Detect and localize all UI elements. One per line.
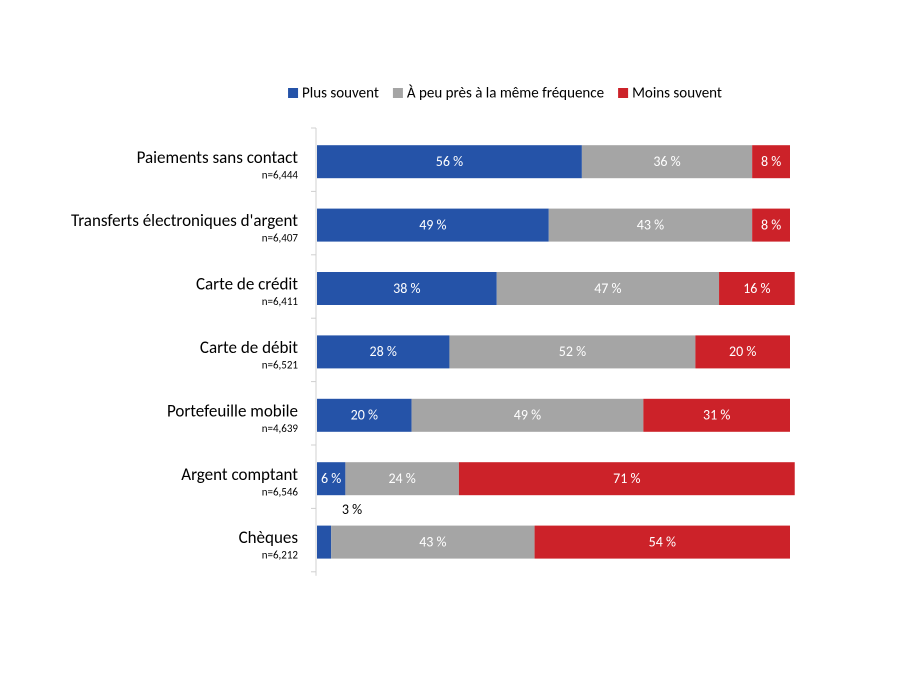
legend-swatch xyxy=(288,88,299,98)
legend-label: Moins souvent xyxy=(632,85,722,103)
value-label: 31 % xyxy=(703,407,730,424)
sample-size: n=6,444 xyxy=(262,168,299,181)
bar-segment xyxy=(695,335,790,369)
bar-segment xyxy=(411,398,644,432)
value-label: 20 % xyxy=(351,407,378,424)
bar-segment xyxy=(317,145,582,179)
value-label: 6 % xyxy=(321,470,341,487)
value-label: 52 % xyxy=(559,343,586,360)
value-label: 43 % xyxy=(419,533,446,550)
bar-segment xyxy=(331,525,535,559)
value-label: 56 % xyxy=(436,153,463,170)
sample-size: n=6,546 xyxy=(262,485,299,498)
sample-size: n=6,212 xyxy=(262,549,299,562)
category-label: Paiements sans contact xyxy=(137,147,299,168)
bar-segment xyxy=(449,335,696,369)
legend-swatch xyxy=(392,88,403,98)
bar-segment xyxy=(752,208,790,242)
bar-segment xyxy=(458,462,795,496)
bar-segment xyxy=(534,525,790,559)
bar-segment xyxy=(317,462,346,496)
bar-segment xyxy=(752,145,790,179)
legend-swatch xyxy=(618,88,629,98)
legend-label: Plus souvent xyxy=(302,85,379,103)
sample-size: n=4,639 xyxy=(262,422,299,435)
bar-segment xyxy=(581,145,753,179)
value-label: 54 % xyxy=(649,533,676,550)
sample-size: n=6,521 xyxy=(262,359,299,372)
category-label: Transferts électroniques d'argent xyxy=(71,210,298,231)
value-label: 36 % xyxy=(653,153,680,170)
bar-segment xyxy=(317,525,332,559)
value-label: 49 % xyxy=(514,407,541,424)
value-label: 16 % xyxy=(743,280,770,297)
bar-segment xyxy=(317,398,412,432)
bar-segment xyxy=(317,272,497,305)
category-label: Chèques xyxy=(239,527,299,548)
category-label: Carte de crédit xyxy=(196,274,298,295)
bar-segment xyxy=(643,398,790,432)
sample-size: n=6,407 xyxy=(262,232,299,245)
value-label: 47 % xyxy=(594,280,621,297)
bar-segment xyxy=(345,462,459,496)
value-label: 8 % xyxy=(761,153,781,170)
legend-label: À peu près à la même fréquence xyxy=(407,85,604,103)
bar-segment xyxy=(548,208,753,242)
bar-segment xyxy=(719,272,795,305)
category-label: Portefeuille mobile xyxy=(167,400,298,421)
value-label: 8 % xyxy=(761,216,781,233)
bar-segment xyxy=(317,208,549,242)
category-label: Argent comptant xyxy=(181,464,298,485)
bar-segment xyxy=(496,272,720,305)
legend: Plus souvent À peu près à la même fréquen… xyxy=(288,85,722,103)
value-label: 24 % xyxy=(388,470,415,487)
bar-segment xyxy=(317,335,450,369)
value-label: 20 % xyxy=(729,343,756,360)
value-label: 3 % xyxy=(342,501,362,518)
category-label: Carte de débit xyxy=(200,337,298,358)
value-label: 71 % xyxy=(613,470,640,487)
sample-size: n=6,411 xyxy=(262,295,299,308)
value-label: 49 % xyxy=(419,216,446,233)
value-label: 28 % xyxy=(370,343,397,360)
value-label: 43 % xyxy=(637,216,664,233)
value-label: 38 % xyxy=(393,280,420,297)
